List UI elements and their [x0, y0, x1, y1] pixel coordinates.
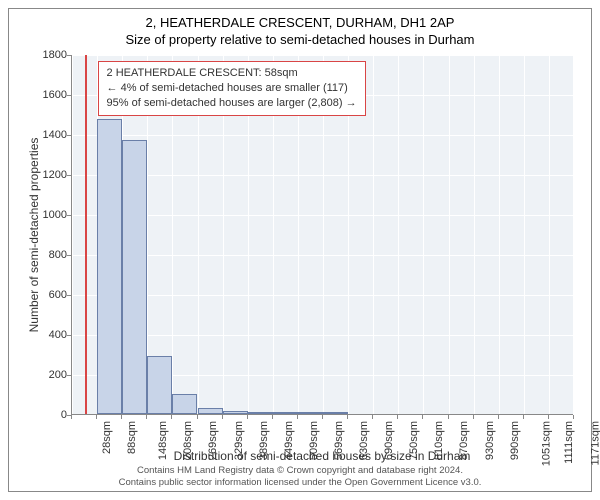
- y-tick-mark: [67, 175, 71, 176]
- histogram-bar: [223, 411, 248, 414]
- histogram-bar: [122, 140, 147, 414]
- chart-frame: 2, HEATHERDALE CRESCENT, DURHAM, DH1 2AP…: [8, 8, 592, 492]
- x-tick-label: 1111sqm: [563, 421, 575, 464]
- x-tick-mark: [71, 415, 72, 419]
- y-tick-label: 1800: [31, 49, 67, 61]
- x-tick-mark: [96, 415, 97, 419]
- x-tick-mark: [397, 415, 398, 419]
- histogram-bar: [273, 412, 298, 414]
- gridline-v: [398, 55, 399, 414]
- x-tick-mark: [297, 415, 298, 419]
- x-tick-mark: [347, 415, 348, 419]
- x-tick-label: 28sqm: [101, 421, 113, 454]
- x-tick-label: 509sqm: [308, 421, 320, 460]
- y-tick-mark: [67, 295, 71, 296]
- x-tick-label: 1171sqm: [589, 421, 600, 465]
- y-tick-mark: [67, 215, 71, 216]
- gridline-v: [449, 55, 450, 414]
- gridline-v: [373, 55, 374, 414]
- x-tick-mark: [222, 415, 223, 419]
- y-tick-label: 800: [31, 249, 67, 261]
- x-tick-label: 810sqm: [433, 421, 445, 460]
- info-line-3: 95% of semi-detached houses are larger (…: [107, 96, 357, 111]
- x-tick-label: 930sqm: [484, 421, 496, 460]
- x-tick-mark: [573, 415, 574, 419]
- x-tick-mark: [272, 415, 273, 419]
- gridline-v: [549, 55, 550, 414]
- chart-title-line1: 2, HEATHERDALE CRESCENT, DURHAM, DH1 2AP: [9, 15, 591, 30]
- y-tick-label: 1400: [31, 129, 67, 141]
- footer-line-1: Contains HM Land Registry data © Crown c…: [9, 465, 591, 477]
- x-tick-mark: [372, 415, 373, 419]
- x-tick-mark: [422, 415, 423, 419]
- x-tick-mark: [146, 415, 147, 419]
- x-tick-label: 870sqm: [459, 421, 471, 460]
- chart-title-line2: Size of property relative to semi-detach…: [9, 32, 591, 47]
- x-tick-mark: [322, 415, 323, 419]
- x-tick-mark: [498, 415, 499, 419]
- x-tick-label: 148sqm: [157, 421, 169, 460]
- y-tick-mark: [67, 135, 71, 136]
- y-tick-mark: [67, 255, 71, 256]
- histogram-bar: [147, 356, 172, 414]
- x-tick-mark: [121, 415, 122, 419]
- x-tick-label: 750sqm: [408, 421, 420, 460]
- y-tick-label: 1600: [31, 89, 67, 101]
- gridline-v: [72, 55, 73, 414]
- x-tick-mark: [197, 415, 198, 419]
- x-tick-label: 690sqm: [383, 421, 395, 460]
- y-tick-label: 0: [31, 409, 67, 421]
- y-tick-label: 600: [31, 289, 67, 301]
- info-line-1: 2 HEATHERDALE CRESCENT: 58sqm: [107, 66, 357, 81]
- gridline-v: [499, 55, 500, 414]
- x-tick-label: 1051sqm: [540, 421, 552, 466]
- y-tick-label: 200: [31, 369, 67, 381]
- histogram-bar: [172, 394, 197, 414]
- x-tick-mark: [473, 415, 474, 419]
- x-tick-label: 88sqm: [126, 421, 138, 454]
- histogram-bar: [248, 412, 273, 414]
- x-tick-mark: [448, 415, 449, 419]
- y-tick-label: 1200: [31, 169, 67, 181]
- y-tick-label: 400: [31, 329, 67, 341]
- histogram-bar: [298, 412, 323, 414]
- x-tick-mark: [548, 415, 549, 419]
- x-tick-mark: [247, 415, 248, 419]
- info-box: 2 HEATHERDALE CRESCENT: 58sqm ← 4% of se…: [98, 61, 366, 116]
- x-tick-mark: [171, 415, 172, 419]
- x-tick-label: 569sqm: [333, 421, 345, 460]
- property-marker-line: [85, 55, 87, 414]
- chart-footer: Contains HM Land Registry data © Crown c…: [9, 465, 591, 489]
- y-tick-mark: [67, 55, 71, 56]
- y-tick-mark: [67, 95, 71, 96]
- gridline-v: [574, 55, 575, 414]
- x-tick-mark: [523, 415, 524, 419]
- y-tick-label: 1000: [31, 209, 67, 221]
- x-tick-label: 208sqm: [182, 421, 194, 460]
- info-line-2: ← 4% of semi-detached houses are smaller…: [107, 81, 357, 96]
- x-tick-label: 630sqm: [358, 421, 370, 460]
- y-axis-title: Number of semi-detached properties: [27, 105, 41, 365]
- gridline-v: [474, 55, 475, 414]
- gridline-v: [524, 55, 525, 414]
- histogram-bar: [198, 408, 223, 414]
- x-tick-label: 329sqm: [233, 421, 245, 460]
- x-tick-label: 449sqm: [283, 421, 295, 460]
- x-tick-label: 269sqm: [208, 421, 220, 460]
- x-tick-label: 389sqm: [258, 421, 270, 460]
- histogram-bar: [97, 119, 122, 414]
- x-tick-label: 990sqm: [509, 421, 521, 460]
- footer-line-2: Contains public sector information licen…: [9, 477, 591, 489]
- gridline-v: [423, 55, 424, 414]
- x-axis-title: Distribution of semi-detached houses by …: [71, 449, 573, 463]
- y-tick-mark: [67, 375, 71, 376]
- histogram-bar: [323, 412, 348, 414]
- y-tick-mark: [67, 335, 71, 336]
